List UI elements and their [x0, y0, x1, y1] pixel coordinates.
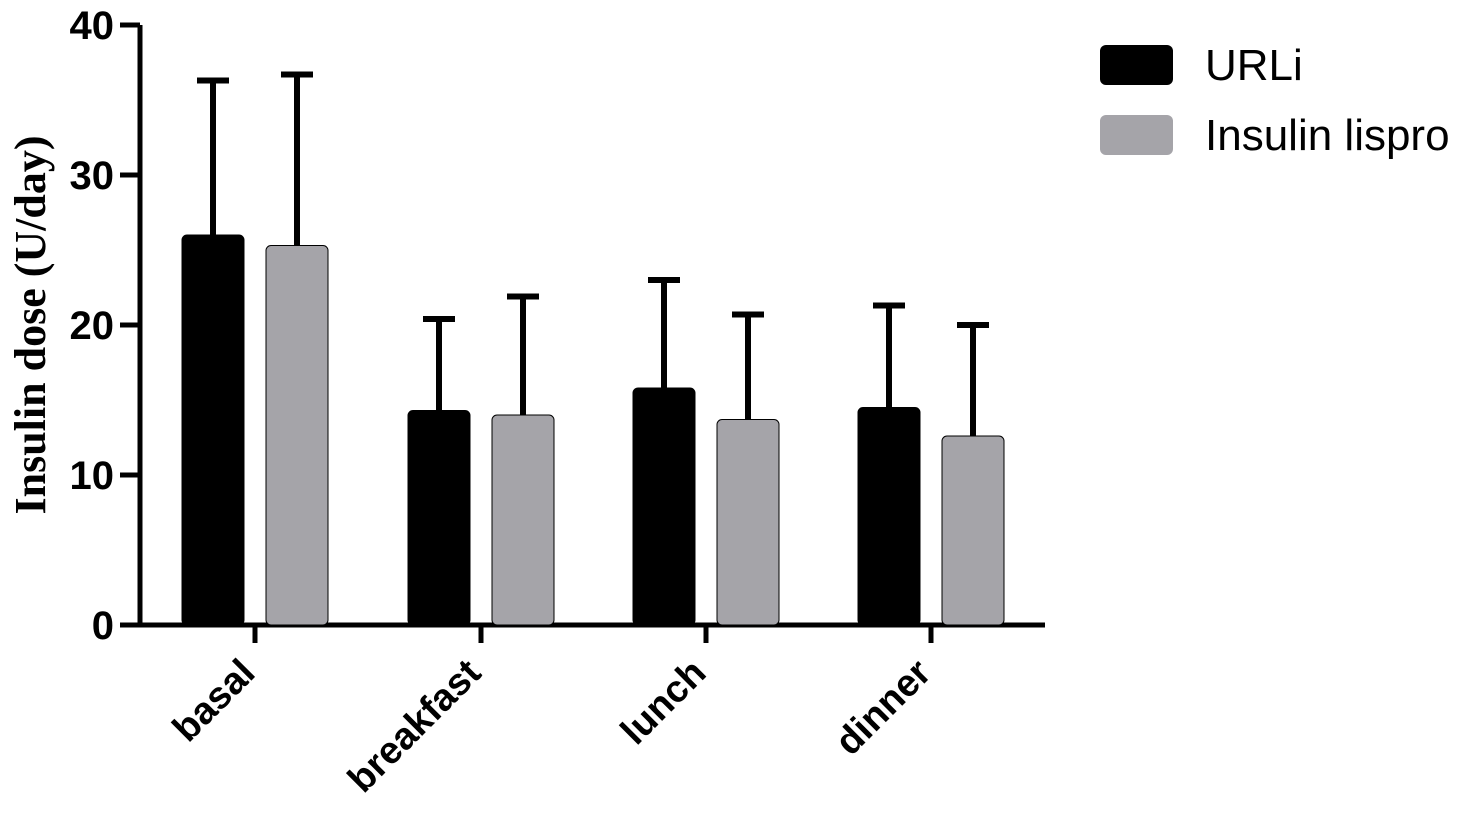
legend-label: URLi — [1205, 41, 1303, 90]
y-tick-label: 0 — [92, 604, 114, 648]
y-tick-label: 40 — [70, 4, 115, 48]
legend-swatch — [1100, 45, 1173, 85]
bar — [716, 419, 780, 626]
bar — [265, 245, 329, 626]
y-tick-label: 20 — [70, 304, 115, 348]
legend-swatch — [1100, 115, 1173, 155]
y-tick-label: 10 — [70, 454, 115, 498]
x-tick-label: lunch — [613, 652, 714, 753]
x-tick-label: basal — [165, 652, 263, 750]
bar — [632, 387, 696, 626]
y-axis-label: Insulin dose (U/day) — [6, 135, 55, 514]
bar — [491, 414, 555, 626]
bar — [407, 410, 471, 626]
bar — [181, 234, 245, 626]
x-tick-label: breakfast — [340, 651, 489, 800]
bars — [181, 71, 1005, 626]
legend-label: Insulin lispro — [1205, 111, 1450, 160]
legend: URLi Insulin lispro — [1100, 41, 1450, 160]
y-tick-label: 30 — [70, 154, 115, 198]
bar — [941, 435, 1005, 626]
bar — [857, 407, 921, 626]
x-tick-label: dinner — [828, 652, 940, 764]
